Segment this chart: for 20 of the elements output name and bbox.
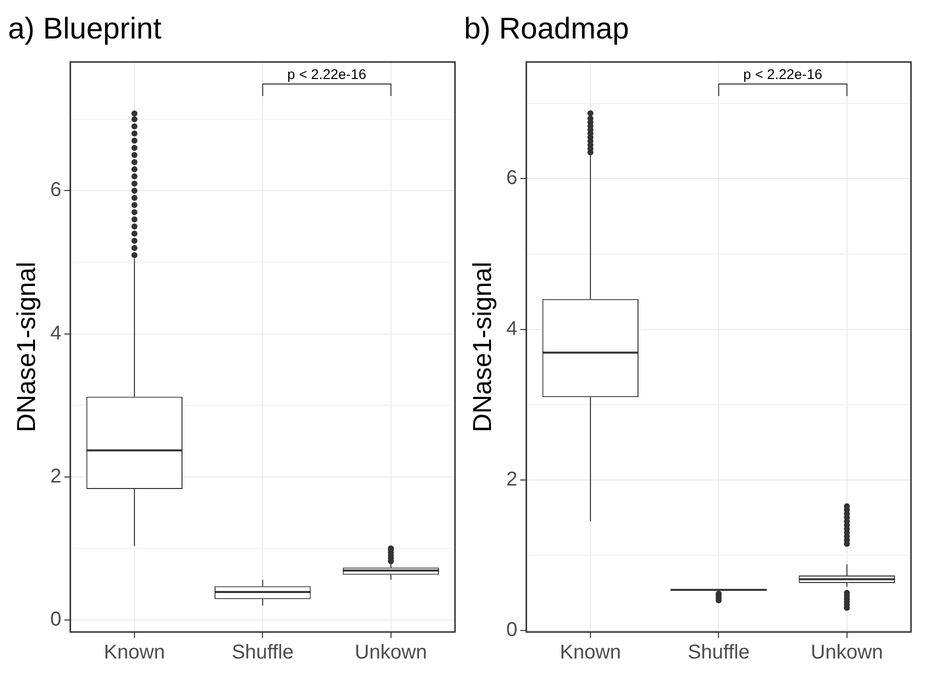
x-tick-label: Shuffle bbox=[688, 642, 750, 664]
y-axis-title: DNase1-signal bbox=[10, 262, 41, 432]
x-tick-label: Known bbox=[560, 642, 622, 664]
y-axis-title: DNase1-signal bbox=[466, 262, 497, 432]
x-tick-label: Shuffle bbox=[232, 642, 294, 664]
annotation: p < 2.22e-16 bbox=[743, 66, 822, 82]
x-tick-label: Known bbox=[104, 642, 166, 664]
y-tick-label: 2 bbox=[50, 465, 62, 488]
x-tick-label: Unkown bbox=[810, 642, 884, 664]
y-tick-label: 4 bbox=[506, 318, 518, 340]
annotation: p < 2.22e-16 bbox=[287, 66, 366, 82]
y-tick-label: 0 bbox=[506, 619, 518, 642]
y-tick-label: 0 bbox=[50, 608, 62, 630]
y-tick-label: 2 bbox=[506, 468, 518, 490]
x-tick-label: Unkown bbox=[354, 642, 428, 664]
y-tick-label: 4 bbox=[50, 322, 62, 344]
chart-title: a) Blueprint bbox=[8, 12, 162, 46]
y-tick-label: 6 bbox=[50, 179, 62, 202]
chart-title: b) Roadmap bbox=[464, 12, 630, 46]
y-tick-label: 6 bbox=[506, 167, 518, 190]
